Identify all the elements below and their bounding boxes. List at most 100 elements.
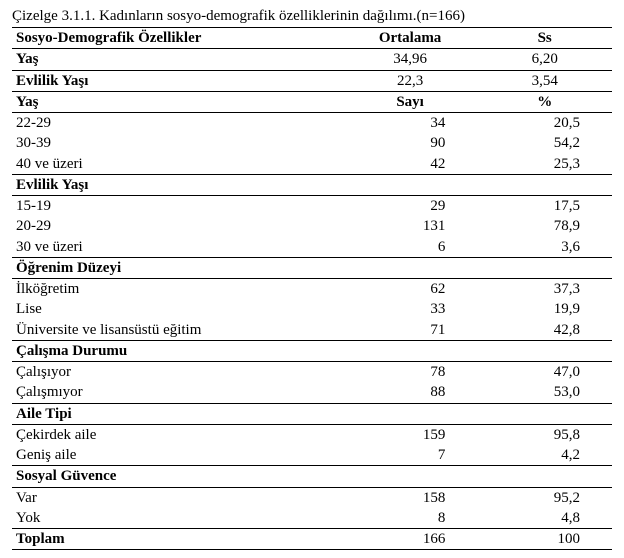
cell: 33	[343, 299, 478, 319]
row-label: Yaş	[12, 49, 343, 70]
cell: 30 ve üzeri	[12, 237, 343, 258]
cell	[343, 174, 478, 195]
table-caption: Çizelge 3.1.1. Kadınların sosyo-demograf…	[12, 8, 612, 25]
table-row: 30 ve üzeri 6 3,6	[12, 237, 612, 258]
section-header: Aile Tipi	[12, 403, 343, 424]
cell: 3,54	[477, 70, 612, 91]
table-row: İlköğretim 62 37,3	[12, 279, 612, 300]
cell: 22-29	[12, 113, 343, 134]
cell: 62	[343, 279, 478, 300]
cell: 40 ve üzeri	[12, 154, 343, 175]
cell: 42	[343, 154, 478, 175]
cell: Lise	[12, 299, 343, 319]
col-header-mean: Ortalama	[343, 28, 478, 49]
cell: Var	[12, 487, 343, 508]
table-row: Lise 33 19,9	[12, 299, 612, 319]
table-row: Üniversite ve lisansüstü eğitim 71 42,8	[12, 320, 612, 341]
cell: 100	[477, 529, 612, 550]
section-header: Sosyal Güvence	[12, 466, 343, 487]
cell: Çekirdek aile	[12, 424, 343, 445]
cell: 6	[343, 237, 478, 258]
section-header-row: Evlilik Yaşı	[12, 174, 612, 195]
cell: 8	[343, 508, 478, 529]
section-header: Evlilik Yaşı	[12, 174, 343, 195]
cell: 22,3	[343, 70, 478, 91]
cell	[477, 340, 612, 361]
cell: 4,2	[477, 445, 612, 466]
cell: İlköğretim	[12, 279, 343, 300]
cell: 20-29	[12, 216, 343, 236]
cell: 53,0	[477, 382, 612, 403]
section-header-row: Çalışma Durumu	[12, 340, 612, 361]
row-label: Toplam	[12, 529, 343, 550]
table-row: Çekirdek aile 159 95,8	[12, 424, 612, 445]
row-label: Evlilik Yaşı	[12, 70, 343, 91]
table-row: Geniş aile 7 4,2	[12, 445, 612, 466]
cell: 6,20	[477, 49, 612, 70]
cell: 95,2	[477, 487, 612, 508]
cell: 34,96	[343, 49, 478, 70]
cell: 159	[343, 424, 478, 445]
cell: 25,3	[477, 154, 612, 175]
cell: 47,0	[477, 362, 612, 383]
cell: 42,8	[477, 320, 612, 341]
table-row: Var 158 95,2	[12, 487, 612, 508]
table-row: Evlilik Yaşı 22,3 3,54	[12, 70, 612, 91]
cell	[343, 466, 478, 487]
cell: Üniversite ve lisansüstü eğitim	[12, 320, 343, 341]
section-header-row: Öğrenim Düzeyi	[12, 257, 612, 278]
cell	[477, 466, 612, 487]
cell: 17,5	[477, 196, 612, 217]
col-header-count: Sayı	[343, 91, 478, 112]
table-total-row: Toplam 166 100	[12, 529, 612, 550]
cell: 131	[343, 216, 478, 236]
cell: 95,8	[477, 424, 612, 445]
cell	[477, 403, 612, 424]
cell: 34	[343, 113, 478, 134]
table-row: 20-29 131 78,9	[12, 216, 612, 236]
cell: 90	[343, 133, 478, 153]
cell: 78	[343, 362, 478, 383]
table-row: 22-29 34 20,5	[12, 113, 612, 134]
section-header-row: Sosyal Güvence	[12, 466, 612, 487]
table-row: Çalışmıyor 88 53,0	[12, 382, 612, 403]
cell: 78,9	[477, 216, 612, 236]
cell: 37,3	[477, 279, 612, 300]
table-row: 30-39 90 54,2	[12, 133, 612, 153]
section-header: Öğrenim Düzeyi	[12, 257, 343, 278]
col-header-attributes: Sosyo-Demografik Özellikler	[12, 28, 343, 49]
cell: 4,8	[477, 508, 612, 529]
cell: Yok	[12, 508, 343, 529]
cell: 30-39	[12, 133, 343, 153]
table-row: Çalışıyor 78 47,0	[12, 362, 612, 383]
demographics-table: Sosyo-Demografik Özellikler Ortalama Ss …	[12, 27, 612, 550]
cell	[343, 257, 478, 278]
table-row: Yok 8 4,8	[12, 508, 612, 529]
cell: 71	[343, 320, 478, 341]
cell: 20,5	[477, 113, 612, 134]
cell	[477, 257, 612, 278]
cell: 15-19	[12, 196, 343, 217]
cell: 166	[343, 529, 478, 550]
table-row: Yaş 34,96 6,20	[12, 49, 612, 70]
cell: 3,6	[477, 237, 612, 258]
table-header-row: Sosyo-Demografik Özellikler Ortalama Ss	[12, 28, 612, 49]
cell	[343, 403, 478, 424]
section-header-row: Aile Tipi	[12, 403, 612, 424]
col-header-age: Yaş	[12, 91, 343, 112]
cell: 7	[343, 445, 478, 466]
cell: 29	[343, 196, 478, 217]
table-row: 15-19 29 17,5	[12, 196, 612, 217]
col-header-sd: Ss	[477, 28, 612, 49]
cell: 158	[343, 487, 478, 508]
table-row: 40 ve üzeri 42 25,3	[12, 154, 612, 175]
col-header-percent: %	[477, 91, 612, 112]
section-header: Çalışma Durumu	[12, 340, 343, 361]
cell: Çalışıyor	[12, 362, 343, 383]
cell: 19,9	[477, 299, 612, 319]
cell: Çalışmıyor	[12, 382, 343, 403]
cell: 88	[343, 382, 478, 403]
cell: Geniş aile	[12, 445, 343, 466]
cell	[477, 174, 612, 195]
cell: 54,2	[477, 133, 612, 153]
